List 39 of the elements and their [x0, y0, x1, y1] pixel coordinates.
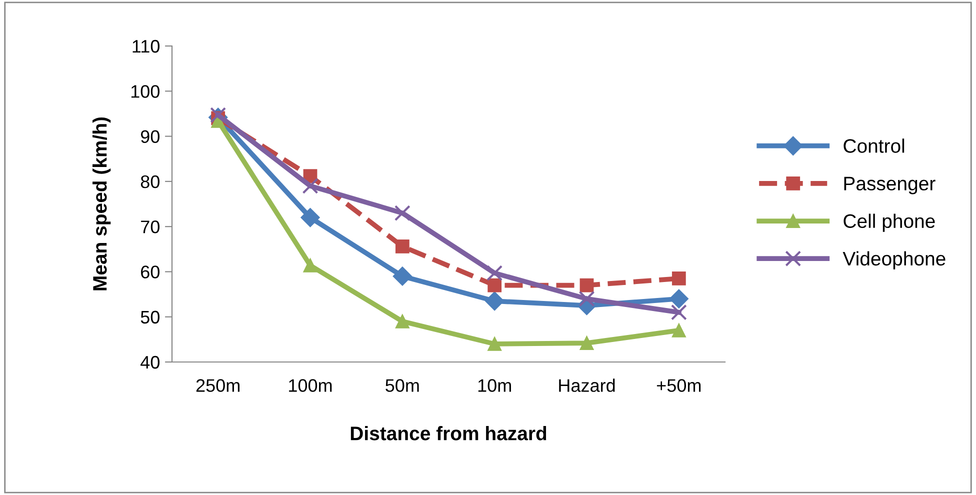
- y-tick-label: 90: [140, 130, 160, 144]
- point: [210, 107, 226, 124]
- point: [580, 336, 594, 350]
- legend-label: Videophone: [842, 251, 946, 270]
- x-tick-label: 100m: [289, 379, 332, 392]
- y-tick-label: 80: [140, 175, 160, 188]
- point: [670, 304, 687, 320]
- point: [672, 272, 686, 286]
- point: [578, 290, 595, 307]
- point: [485, 292, 504, 311]
- point: [580, 278, 594, 292]
- x-axis-title: Distance from hazard: [350, 426, 546, 440]
- point: [488, 278, 502, 292]
- x-tick-label: 10m: [478, 379, 511, 392]
- y-tick-label: 40: [140, 356, 160, 369]
- y-axis-title: Mean speed (km/h): [92, 117, 111, 290]
- point: [488, 337, 502, 351]
- point: [302, 178, 318, 194]
- x-tick-label: 250m: [196, 379, 240, 392]
- point: [395, 239, 410, 254]
- point: [672, 323, 686, 338]
- y-tick-label: 70: [141, 220, 160, 234]
- x-tick-label: +50m: [656, 379, 701, 392]
- legend-label: Cell phone: [844, 214, 935, 232]
- y-tick-label: 60: [141, 266, 160, 278]
- point: [395, 314, 410, 328]
- point: [394, 205, 410, 222]
- legend-label: Control: [844, 138, 904, 153]
- y-tick-label: 100: [131, 85, 160, 98]
- y-tick-label: 50: [140, 310, 160, 324]
- x-tick-label: Hazard: [559, 378, 615, 392]
- point: [392, 266, 412, 286]
- x-tick-label: 50m: [386, 379, 419, 392]
- point: [300, 208, 320, 228]
- legend-label: Passenger: [844, 176, 936, 194]
- point: [486, 265, 503, 282]
- y-tick-label: 110: [132, 40, 160, 53]
- point: [303, 258, 318, 272]
- point: [669, 289, 688, 308]
